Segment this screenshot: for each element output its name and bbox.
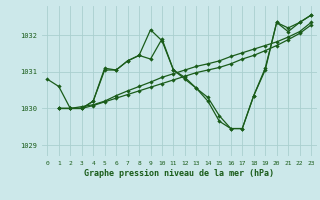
X-axis label: Graphe pression niveau de la mer (hPa): Graphe pression niveau de la mer (hPa) bbox=[84, 169, 274, 178]
